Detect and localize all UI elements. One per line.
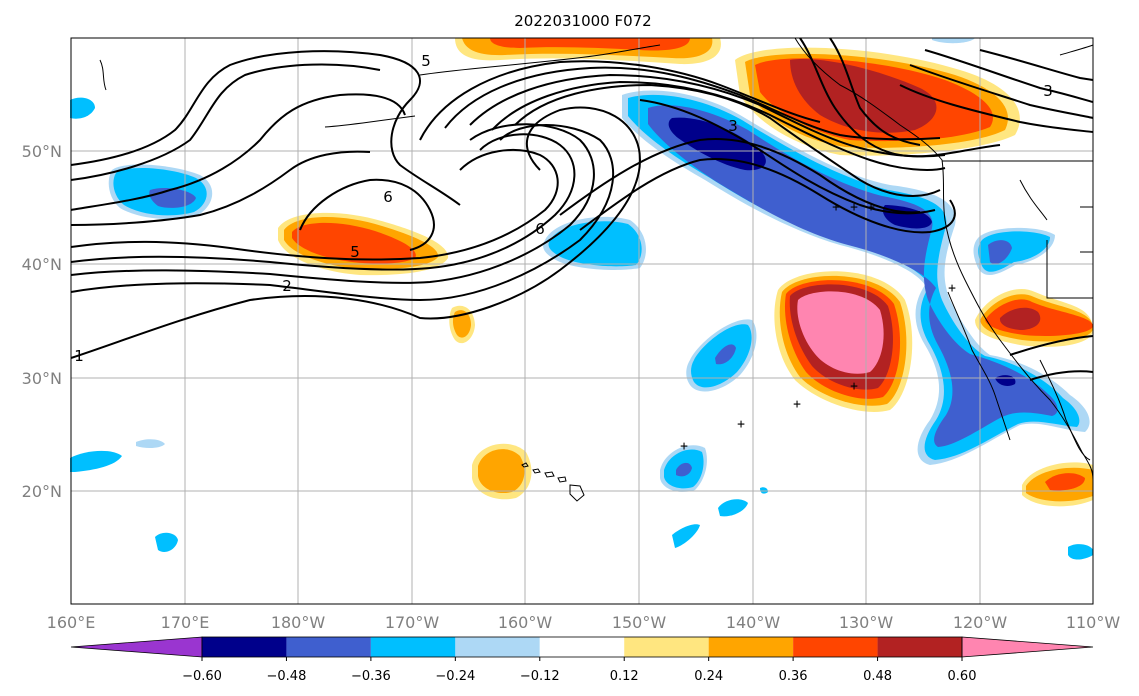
colorbar: −0.60 −0.48 −0.36 −0.24 −0.12 0.12 0.24 0.36 0.4… (70, 636, 1094, 684)
colorbar-label: 0.60 (948, 669, 977, 684)
contour-line (70, 50, 461, 206)
x-tick-label: 150°W (612, 613, 667, 632)
colorbar-label: 0.36 (779, 669, 808, 684)
marker-plus: + (793, 397, 801, 412)
x-tick-label: 170°W (385, 613, 440, 632)
x-tick-label: 130°W (839, 613, 894, 632)
colorbar-segment (793, 637, 878, 657)
contour-label: 6 (535, 220, 545, 238)
colorbar-label: −0.36 (351, 669, 391, 684)
colorbar-arrow-low (70, 636, 203, 658)
colorbar-arrow-high (961, 636, 1094, 658)
x-tick-label: 140°W (726, 613, 781, 632)
colorbar-label: −0.60 (182, 669, 222, 684)
y-tick-label: 20°N (22, 482, 62, 501)
colorbar-label: −0.12 (520, 669, 560, 684)
colorbar-label: −0.48 (267, 669, 307, 684)
shaded-field (70, 38, 1093, 560)
marker-plus: + (850, 379, 858, 394)
contour-line (799, 37, 1001, 158)
marker-plus: + (867, 200, 875, 215)
colorbar-label: 0.24 (694, 669, 723, 684)
x-tick-label: 170°E (161, 613, 210, 632)
coastline-north-america (794, 37, 1094, 481)
markers: + + + + + + + + (680, 200, 956, 454)
colorbar-label: 0.48 (863, 669, 892, 684)
contour-label: 5 (421, 52, 431, 70)
coastline-aleutians (419, 44, 661, 76)
x-tick-label: 120°W (953, 613, 1008, 632)
marker-plus: + (832, 200, 840, 215)
x-tick-label: 160°W (498, 613, 553, 632)
y-tick-label: 40°N (22, 255, 62, 274)
marker-plus: + (948, 281, 956, 296)
gridlines (71, 38, 1093, 604)
colorbar-segment (708, 637, 794, 657)
contour-label: 6 (383, 188, 393, 206)
colorbar-label: −0.24 (435, 669, 475, 684)
marker-plus: + (680, 439, 688, 454)
y-tick-label: 30°N (22, 369, 62, 388)
contour-label: 5 (350, 243, 360, 261)
y-axis-labels: 50°N 40°N 30°N 20°N (22, 142, 62, 501)
colorbar-segment (539, 637, 625, 657)
contour-label: 3 (1043, 82, 1053, 100)
contour-label: 3 (728, 117, 738, 135)
contour-label: 2 (282, 277, 292, 295)
contour-line (70, 106, 642, 359)
x-tick-label: 110°W (1066, 613, 1121, 632)
map-frame (70, 37, 1094, 605)
x-tick-label: 160°E (47, 613, 96, 632)
x-tick-label: 180°W (271, 613, 326, 632)
x-axis-labels: 160°E 170°E 180°W 170°W 160°W 150°W 140°… (47, 613, 1121, 632)
contour-labels: 5 6 5 2 1 6 3 3 (74, 52, 1053, 365)
y-tick-label: 50°N (22, 142, 62, 161)
colorbar-segment (624, 637, 709, 657)
colorbar-segment (370, 637, 456, 657)
contour-label: 1 (74, 347, 84, 365)
colorbar-segment (202, 637, 287, 657)
contour-lines (70, 37, 1094, 381)
marker-plus: + (737, 417, 745, 432)
colorbar-segment (455, 637, 540, 657)
map-title: 2022031000 F072 (514, 12, 651, 30)
colorbar-segment (877, 637, 962, 657)
colorbar-label: 0.12 (610, 669, 639, 684)
marker-plus: + (850, 200, 858, 215)
coastline-hawaii (521, 462, 585, 502)
colorbar-segment (286, 637, 371, 657)
colorbar-frame (201, 636, 963, 658)
